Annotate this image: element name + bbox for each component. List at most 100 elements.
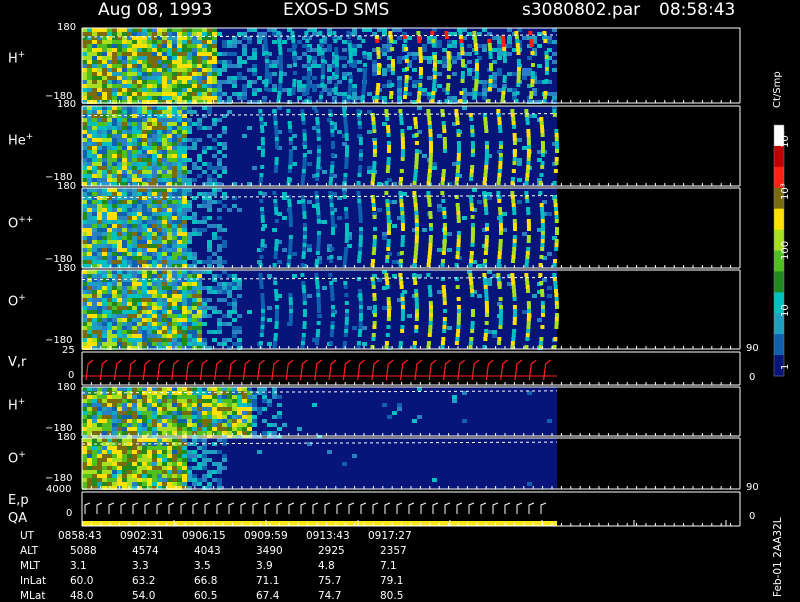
panel-O-plus-plus-stripe xyxy=(428,247,432,251)
panel-O-plus-plus-cell xyxy=(82,228,87,232)
panel-O-plus-plus-stripe xyxy=(372,251,376,255)
panel-O-plus-plus-stripe xyxy=(541,219,545,223)
panel-O-plus-plus-stripe xyxy=(260,207,264,211)
panel-O-plus-plus-cell xyxy=(147,196,152,200)
panel-H-plus-upper-stripe xyxy=(475,71,479,75)
panel-H-plus-upper-stripe xyxy=(474,87,478,91)
panel-O-plus-upper-stripe xyxy=(414,325,418,329)
panel-H-plus-upper-stripe xyxy=(347,91,351,95)
panel-H-plus-lower-cell xyxy=(232,415,237,419)
panel-H-plus-upper-cell xyxy=(147,96,152,100)
panel-H-plus-lower-cell xyxy=(87,399,92,403)
panel-O-plus-upper-cell xyxy=(192,294,197,298)
panel-O-plus-lower-cell xyxy=(122,482,127,486)
panel-O-plus-upper-cell xyxy=(87,334,92,338)
panel-He-plus-stripe xyxy=(498,125,502,129)
panel-H-plus-lower-cell xyxy=(267,399,272,403)
panel-He-plus-stripe xyxy=(456,121,460,125)
panel-H-plus-upper-cell xyxy=(312,48,317,52)
panel-O-plus-upper-stripe xyxy=(275,297,279,301)
panel-H-plus-upper-cell xyxy=(342,40,347,44)
panel-O-plus-upper-cell xyxy=(267,274,272,278)
panel-O-plus-lower-cell xyxy=(127,450,132,454)
panel-O-plus-upper-cell xyxy=(92,282,97,286)
panel-O-plus-lower-cell xyxy=(152,438,157,442)
panel-He-plus-cell xyxy=(152,178,157,182)
panel-H-plus-upper-cell xyxy=(157,68,162,72)
panel-He-plus-cell xyxy=(142,134,147,138)
panel-He-plus-cell xyxy=(152,106,157,110)
panel-He-plus-stripe xyxy=(357,173,361,177)
panel-O-plus-upper-cell xyxy=(207,306,212,310)
panel-O-plus-upper-stripe xyxy=(539,281,543,285)
panel-O-plus-upper-stripe xyxy=(386,325,390,329)
panel-O-plus-plus-cell xyxy=(162,196,167,200)
panel-H-plus-upper-cell xyxy=(237,56,242,60)
panel-He-plus-cell xyxy=(147,130,152,134)
panel-He-plus-stripe xyxy=(317,137,321,141)
panel-O-plus-upper-cell xyxy=(202,298,207,302)
panel-H-plus-lower-cell xyxy=(547,419,552,423)
panel-He-plus-cell xyxy=(157,110,162,114)
panel-He-plus-cell xyxy=(127,106,132,110)
panel-H-plus-lower-cell xyxy=(127,399,132,403)
panel-O-plus-plus-cell xyxy=(152,200,157,204)
panel-O-plus-plus-cell xyxy=(152,248,157,252)
panel-H-plus-upper-stripe xyxy=(489,79,493,83)
panel-He-plus-cell xyxy=(277,106,282,110)
panel-O-plus-upper-cell xyxy=(177,274,182,278)
panel-O-plus-lower-cell xyxy=(132,438,137,442)
panel-H-plus-upper-stripe xyxy=(543,39,547,43)
panel-H-plus-upper-stripe xyxy=(363,55,367,59)
panel-O-plus-upper-cell xyxy=(217,342,222,346)
panel-He-plus-cell xyxy=(132,138,137,142)
panel-O-plus-lower-cell xyxy=(147,458,152,462)
panel-O-plus-plus-cell xyxy=(102,188,107,192)
panel-H-plus-upper-cell xyxy=(212,60,217,64)
panel-He-plus-stripe xyxy=(372,165,376,169)
panel-H-plus-lower-cell xyxy=(107,423,112,427)
panel-He-plus-cell xyxy=(182,142,187,146)
panel-O-plus-upper-cell xyxy=(87,330,92,334)
panel-H-plus-upper-cell xyxy=(112,48,117,52)
panel-H-plus-upper-cell xyxy=(162,64,167,68)
panel-H-plus-upper-cell xyxy=(117,52,122,56)
panel-O-plus-upper-cell xyxy=(217,318,222,322)
panel-O-plus-plus-cell xyxy=(162,200,167,204)
panel-O-plus-upper-cell xyxy=(217,282,222,286)
panel-O-plus-upper-cell xyxy=(102,326,107,330)
panel-O-plus-lower-cell xyxy=(162,446,167,450)
panel-H-plus-upper-cell xyxy=(157,88,162,92)
panel-O-plus-upper-cell xyxy=(292,274,297,278)
panel-O-plus-upper-cell xyxy=(187,290,192,294)
panel-He-plus-cell xyxy=(517,138,522,142)
panel-H-plus-lower-cell xyxy=(237,399,242,403)
panel-He-plus-stripe xyxy=(331,141,335,145)
panel-O-plus-upper-cell xyxy=(212,286,217,290)
panel-O-plus-upper-stripe xyxy=(555,317,559,321)
panel-O-plus-plus-stripe xyxy=(527,223,531,227)
panel-O-plus-upper-cell xyxy=(92,310,97,314)
panel-H-plus-upper-cell xyxy=(312,64,317,68)
panel-O-plus-plus-cell xyxy=(197,192,202,196)
panel-H-plus-upper-cell xyxy=(162,56,167,60)
panel-He-plus-cell xyxy=(87,150,92,154)
panel-He-plus-cell xyxy=(137,150,142,154)
panel-O-plus-plus-cell xyxy=(192,260,197,264)
panel-H-plus-upper-cell xyxy=(362,28,367,32)
panel-O-plus-lower-cell xyxy=(197,482,202,486)
panel-H-plus-upper-cell xyxy=(427,56,432,60)
panel-O-plus-upper-stripe xyxy=(442,285,446,289)
panel-H-plus-lower-cell xyxy=(187,403,192,407)
panel-O-plus-plus-cell xyxy=(392,260,397,264)
panel-He-plus-stripe xyxy=(287,177,291,181)
panel-O-plus-upper-cell xyxy=(232,274,237,278)
panel-O-plus-plus-stripe xyxy=(359,239,363,243)
panel-H-plus-upper-cell xyxy=(302,52,307,56)
panel-H-plus-upper-stripe xyxy=(416,31,420,35)
panel-O-plus-plus-stripe xyxy=(342,191,346,195)
panel-He-plus-cell xyxy=(127,162,132,166)
panel-O-plus-plus-cell xyxy=(172,232,177,236)
panel-H-plus-lower-cell xyxy=(187,391,192,395)
panel-He-plus-stripe xyxy=(345,137,349,141)
